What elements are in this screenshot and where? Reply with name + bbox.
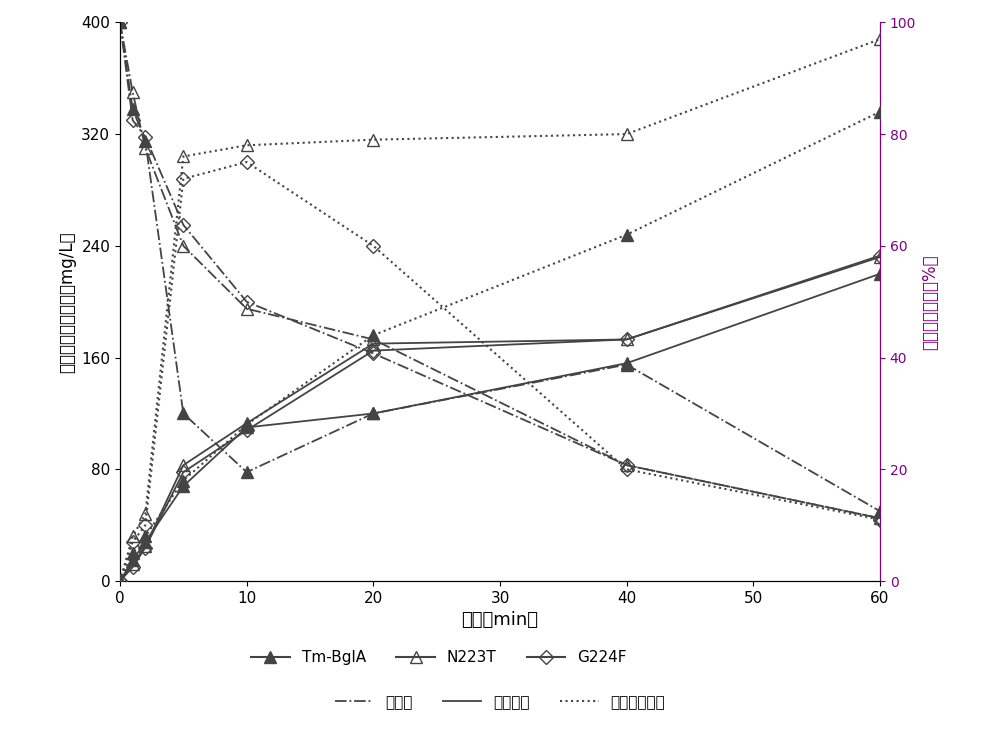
X-axis label: 时间（min）: 时间（min） <box>462 612 538 630</box>
Legend: 虎杖苷, 白藜詆醒, 虎杖苷转化率: 虎杖苷, 白藜詆醒, 虎杖苷转化率 <box>328 688 672 716</box>
Y-axis label: 虎杖苷及白藜詆醒（mg/L）: 虎杖苷及白藜詆醒（mg/L） <box>58 231 76 372</box>
Y-axis label: 虎杖苷转化率（%）: 虎杖苷转化率（%） <box>922 254 940 349</box>
